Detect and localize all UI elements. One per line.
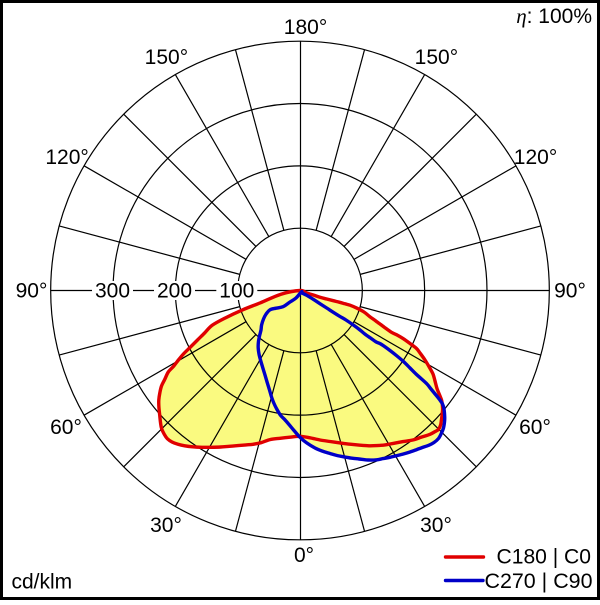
svg-text:150°: 150° [145,46,188,69]
svg-text:180°: 180° [284,16,327,39]
svg-text:60°: 60° [50,416,82,439]
svg-text:C270 | C90: C270 | C90 [485,570,593,593]
svg-text:30°: 30° [420,514,452,537]
svg-text:120°: 120° [514,146,557,169]
svg-text:cd/klm: cd/klm [12,571,73,594]
svg-text:300: 300 [95,280,130,303]
svg-text:150°: 150° [415,46,458,69]
svg-text:η: 100%: η: 100% [516,4,592,28]
svg-text:90°: 90° [16,280,48,303]
svg-text:200: 200 [157,280,192,303]
svg-text:0°: 0° [294,544,314,567]
svg-text:90°: 90° [554,280,586,303]
svg-text:120°: 120° [45,146,88,169]
svg-text:30°: 30° [150,514,182,537]
svg-text:100: 100 [219,280,254,303]
svg-text:60°: 60° [519,416,551,439]
svg-text:C180 | C0: C180 | C0 [497,546,592,569]
